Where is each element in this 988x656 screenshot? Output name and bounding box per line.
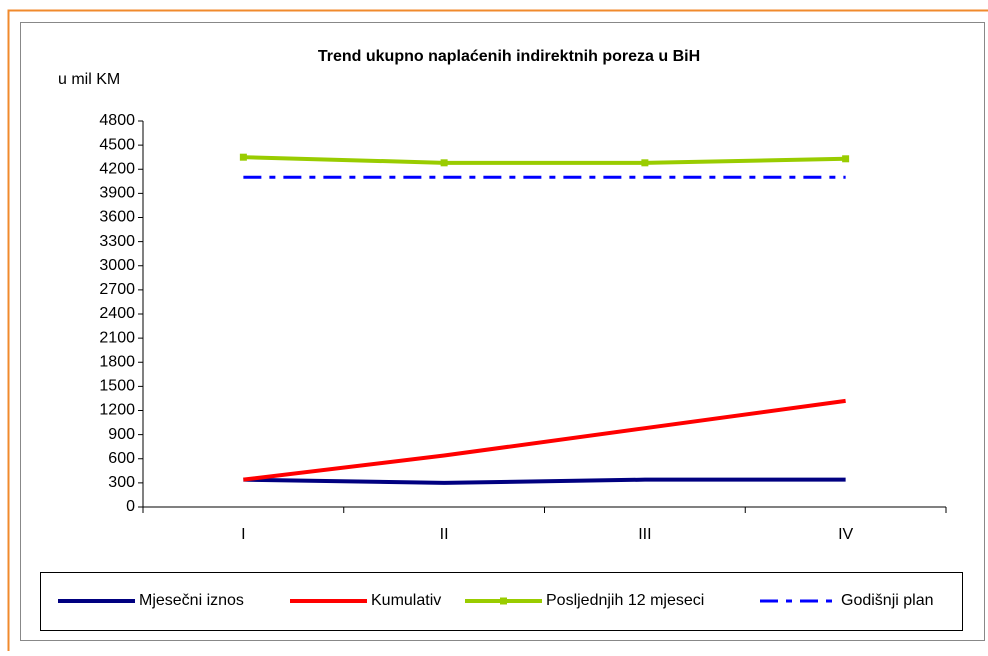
x-tick-label: I [241, 526, 245, 543]
legend-label: Godišnji plan [841, 592, 934, 609]
point-marker [441, 159, 448, 166]
y-tick-label: 2700 [99, 281, 135, 298]
legend-marker [500, 598, 507, 605]
y-tick-label: 1800 [99, 353, 135, 370]
y-tick-label: 3600 [99, 209, 135, 226]
point-marker [842, 155, 849, 162]
y-tick-label: 3900 [99, 185, 135, 202]
series-line [243, 480, 845, 483]
chart-title: Trend ukupno naplaćenih indirektnih pore… [318, 48, 700, 65]
y-tick-label: 4800 [99, 112, 135, 129]
legend-label: Kumulativ [371, 592, 441, 609]
series-line [243, 401, 845, 480]
x-tick-label: II [440, 526, 449, 543]
y-tick-label: 4200 [99, 160, 135, 177]
y-axis-label: u mil KM [58, 71, 120, 88]
point-marker [240, 154, 247, 161]
y-tick-label: 2400 [99, 305, 135, 322]
y-tick-label: 3300 [99, 233, 135, 250]
x-tick-label: IV [838, 526, 853, 543]
y-tick-label: 900 [108, 426, 135, 443]
legend-label: Posljednjih 12 mjeseci [546, 592, 704, 609]
chart-frame [21, 23, 985, 641]
y-tick-label: 600 [108, 450, 135, 467]
y-tick-label: 1200 [99, 402, 135, 419]
legend-label: Mjesečni iznos [139, 592, 244, 609]
y-tick-label: 2100 [99, 329, 135, 346]
y-tick-label: 4500 [99, 136, 135, 153]
y-tick-label: 0 [126, 498, 135, 515]
point-marker [641, 159, 648, 166]
y-tick-label: 3000 [99, 257, 135, 274]
y-tick-label: 300 [108, 474, 135, 491]
y-tick-label: 1500 [99, 378, 135, 395]
x-tick-label: III [638, 526, 651, 543]
series-line [243, 157, 845, 163]
outer-border [9, 11, 988, 652]
